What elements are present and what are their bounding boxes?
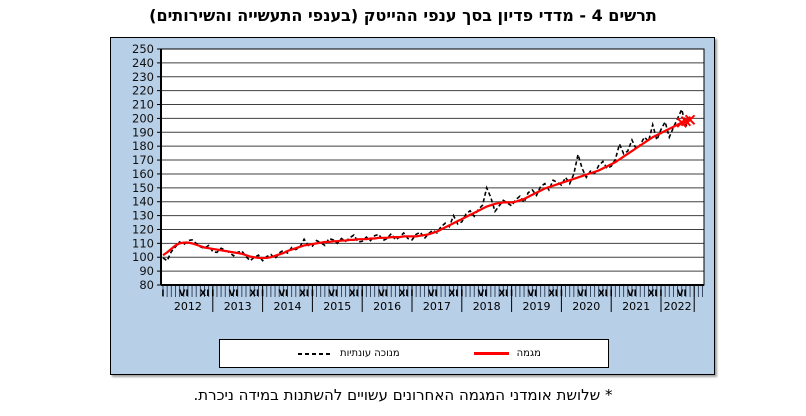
legend-item-seasonal: מנוכה עונתיות: [298, 348, 400, 359]
svg-text:100: 100: [132, 250, 154, 264]
legend-item-trend: מגמה: [473, 348, 541, 359]
svg-text:VI: VI: [229, 289, 239, 299]
svg-text:VI: VI: [627, 289, 637, 299]
svg-text:2018: 2018: [473, 300, 501, 313]
chart-container: 80 90 100 110 120 130 140 150 160 170 180 190 200 210…: [110, 37, 715, 375]
svg-text:220: 220: [132, 84, 154, 98]
svg-text:240: 240: [132, 56, 154, 70]
svg-text:VI: VI: [577, 289, 587, 299]
svg-text:VI: VI: [478, 289, 488, 299]
svg-text:VI: VI: [527, 289, 537, 299]
svg-text:XI: XI: [648, 289, 658, 299]
svg-text:250: 250: [132, 42, 154, 56]
svg-text:2013: 2013: [224, 300, 252, 313]
svg-text:2014: 2014: [274, 300, 302, 313]
svg-text:2016: 2016: [373, 300, 401, 313]
svg-text:VI: VI: [677, 289, 687, 299]
svg-text:130: 130: [132, 209, 154, 223]
svg-text:170: 170: [132, 153, 154, 167]
svg-text:VI: VI: [278, 289, 288, 299]
svg-text:2020: 2020: [572, 300, 600, 313]
legend-label-trend: מגמה: [516, 348, 541, 359]
svg-text:XI: XI: [200, 289, 210, 299]
svg-text:2015: 2015: [323, 300, 351, 313]
svg-text:VI: VI: [179, 289, 189, 299]
svg-text:160: 160: [132, 167, 154, 181]
footnote: * שלושת אומדני המגמה האחרונים עשויים להש…: [193, 386, 613, 404]
svg-text:2019: 2019: [523, 300, 551, 313]
svg-text:VI: VI: [378, 289, 388, 299]
svg-text:XI: XI: [299, 289, 309, 299]
svg-text:2021: 2021: [622, 300, 650, 313]
svg-text:XI: XI: [349, 289, 359, 299]
svg-text:2012: 2012: [174, 300, 202, 313]
svg-text:XI: XI: [449, 289, 459, 299]
svg-text:120: 120: [132, 222, 154, 236]
svg-text:190: 190: [132, 125, 154, 139]
plot-area: 8090100110120130140150160170180190200210…: [132, 42, 705, 313]
svg-text:80: 80: [139, 278, 154, 292]
svg-text:XI: XI: [498, 289, 508, 299]
svg-text:200: 200: [132, 111, 154, 125]
svg-text:XI: XI: [249, 289, 259, 299]
svg-text:2017: 2017: [423, 300, 451, 313]
svg-text:210: 210: [132, 98, 154, 112]
svg-text:VI: VI: [428, 289, 438, 299]
svg-text:150: 150: [132, 181, 154, 195]
svg-text:180: 180: [132, 139, 154, 153]
dashed-line-sample-icon: [298, 352, 332, 355]
svg-text:2022: 2022: [664, 300, 692, 313]
svg-text:XI: XI: [598, 289, 608, 299]
chart-title: תרשים 4 - מדדי פדיון בסך ענפי ההייטק (בע…: [149, 6, 657, 25]
legend: מנוכה עונתיות מגמה: [219, 339, 609, 368]
svg-text:140: 140: [132, 195, 154, 209]
svg-text:230: 230: [132, 70, 154, 84]
svg-text:XI: XI: [548, 289, 558, 299]
svg-text:I: I: [161, 289, 164, 299]
legend-label-seasonal: מנוכה עונתיות: [340, 348, 400, 359]
svg-text:110: 110: [132, 236, 154, 250]
svg-text:VI: VI: [328, 289, 338, 299]
svg-text:XI: XI: [399, 289, 409, 299]
red-line-sample-icon: [473, 352, 509, 355]
svg-text:90: 90: [139, 264, 154, 278]
